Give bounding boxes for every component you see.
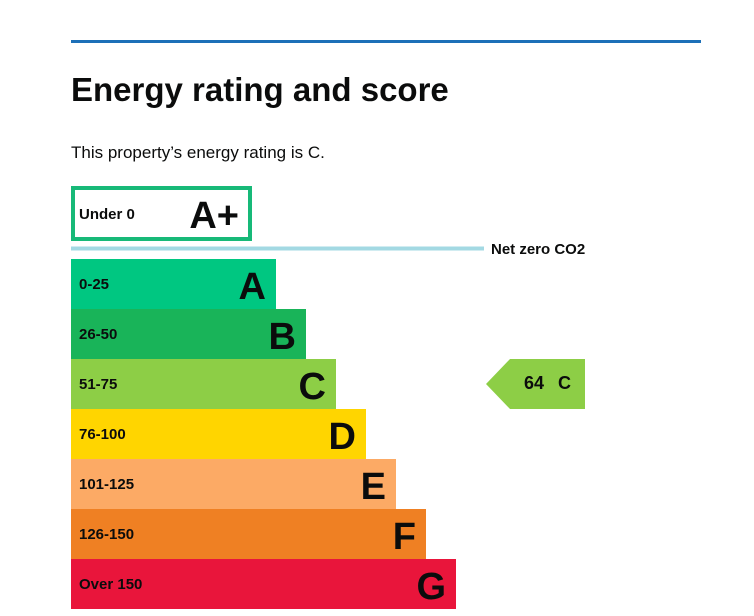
band-d-range-label: 76-100	[79, 426, 126, 443]
band-g-range-label: Over 150	[79, 576, 142, 593]
band-aplus-letter: A+	[189, 195, 239, 237]
band-d-bar	[71, 409, 366, 459]
band-e-range-label: 101-125	[79, 476, 134, 493]
band-b-letter: B	[269, 316, 296, 358]
band-f-range-label: 126-150	[79, 526, 134, 543]
band-aplus-box	[71, 186, 252, 241]
band-e-bar	[71, 459, 396, 509]
band-g-letter: G	[416, 566, 446, 608]
band-a-letter: A	[239, 266, 266, 308]
net-zero-label: Net zero CO2	[491, 241, 585, 258]
band-f-bar	[71, 509, 426, 559]
band-b-range-label: 26-50	[79, 326, 117, 343]
page-title: Energy rating and score	[71, 71, 449, 108]
band-f-letter: F	[393, 516, 416, 558]
band-a-bar	[71, 259, 276, 309]
rating-summary: This property’s energy rating is C.	[71, 143, 325, 162]
band-g-bar	[71, 559, 456, 609]
band-c-range-label: 51-75	[79, 376, 117, 393]
band-b-bar	[71, 309, 306, 359]
band-d-letter: D	[329, 416, 356, 458]
band-e-letter: E	[361, 466, 386, 508]
top-divider	[71, 40, 701, 43]
band-c-bar	[71, 359, 336, 409]
band-aplus-range-label: Under 0	[79, 206, 135, 223]
band-c-letter: C	[299, 366, 326, 408]
band-a-range-label: 0-25	[79, 276, 109, 293]
current-rating-letter: C	[558, 373, 571, 393]
current-rating-score: 64	[524, 373, 544, 393]
current-rating-arrow	[486, 359, 585, 409]
